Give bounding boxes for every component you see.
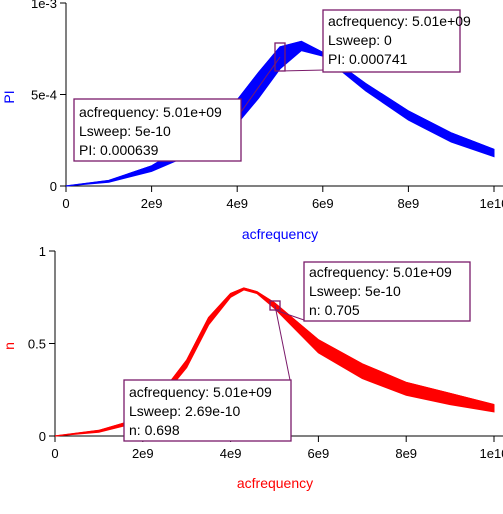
data-tip-text: Lsweep: 5e-10 bbox=[79, 123, 171, 139]
data-tip-text: n: 0.705 bbox=[309, 302, 360, 318]
data-tip-text: acfrequency: 5.01e+09 bbox=[328, 13, 471, 29]
y-tick-label: 1e-3 bbox=[31, 0, 57, 11]
x-axis-label: acfrequency bbox=[242, 226, 318, 242]
data-tip-text: PI: 0.000639 bbox=[79, 142, 159, 158]
x-tick-label: 6e9 bbox=[308, 446, 330, 461]
data-tip-text: n: 0.698 bbox=[129, 422, 180, 438]
x-tick-label: 4e9 bbox=[220, 446, 242, 461]
data-tip-leader bbox=[279, 69, 326, 72]
data-tip-box[interactable] bbox=[73, 98, 242, 162]
data-tip-leader bbox=[274, 305, 291, 381]
x-tick-label: 0 bbox=[62, 196, 69, 211]
y-axis-label: PI bbox=[1, 90, 17, 103]
data-tip-text: PI: 0.000741 bbox=[328, 51, 408, 67]
data-tip-text: acfrequency: 5.01e+09 bbox=[79, 104, 222, 120]
y-tick-label: 5e-4 bbox=[31, 88, 57, 103]
data-tip-leader bbox=[240, 56, 281, 113]
data-tip-box[interactable] bbox=[322, 9, 461, 73]
data-tip-text: Lsweep: 2.69e-10 bbox=[129, 403, 241, 419]
data-tip-text: Lsweep: 5e-10 bbox=[309, 283, 401, 299]
data-tip-box[interactable] bbox=[303, 261, 471, 322]
x-tick-label: 0 bbox=[51, 446, 58, 461]
y-tick-label: 0 bbox=[39, 429, 46, 444]
y-tick-label: 1 bbox=[39, 244, 46, 259]
series-line bbox=[65, 40, 495, 187]
data-tip-leader bbox=[274, 309, 305, 321]
y-tick-label: 0.5 bbox=[28, 337, 46, 352]
x-tick-label: 8e9 bbox=[395, 446, 417, 461]
data-tip-text: acfrequency: 5.01e+09 bbox=[129, 384, 272, 400]
data-tip-text: Lsweep: 0 bbox=[328, 32, 392, 48]
x-tick-label: 8e9 bbox=[398, 196, 420, 211]
data-tip-box[interactable] bbox=[123, 379, 292, 442]
y-tick-label: 0 bbox=[50, 179, 57, 194]
x-tick-label: 6e9 bbox=[312, 196, 334, 211]
data-tip-text: acfrequency: 5.01e+09 bbox=[309, 264, 452, 280]
x-tick-label: 2e9 bbox=[132, 446, 154, 461]
x-tick-label: 4e9 bbox=[226, 196, 248, 211]
x-axis-label: acfrequency bbox=[237, 475, 313, 491]
x-tick-label: 2e9 bbox=[141, 196, 163, 211]
y-axis-label: n bbox=[1, 342, 17, 350]
